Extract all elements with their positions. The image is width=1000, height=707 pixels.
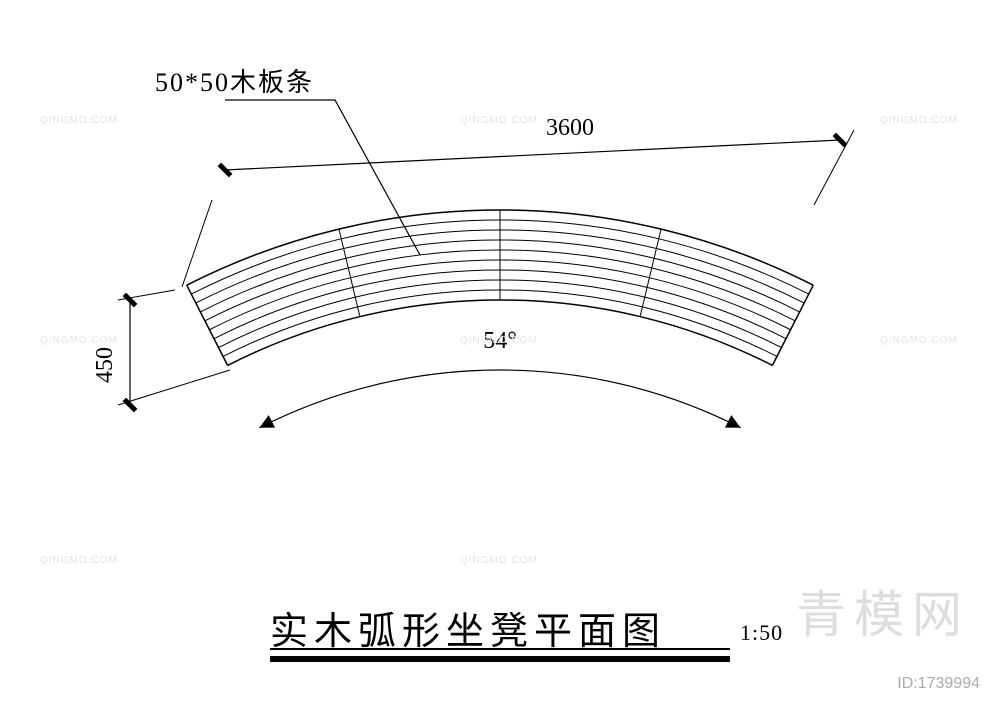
angle-arc-54: 54° [259,328,740,428]
note-leader [225,100,420,255]
watermark-id: ID:1739994 [897,675,980,693]
title-underline-thin [270,648,730,650]
slat-note-label: 50*50木板条 [155,62,314,99]
drawing-title: 实木弧形坐凳平面图 [270,600,666,655]
dim-width-450: 450 [92,290,230,411]
title-block: 实木弧形坐凳平面图 1:50 [270,600,666,655]
svg-text:54°: 54° [483,328,517,354]
svg-text:450: 450 [92,347,118,383]
dim-chord-3600: 3600 [182,115,854,287]
title-underline-thick [270,656,730,662]
drawing-scale: 1:50 [740,620,783,646]
svg-text:3600: 3600 [546,115,594,141]
